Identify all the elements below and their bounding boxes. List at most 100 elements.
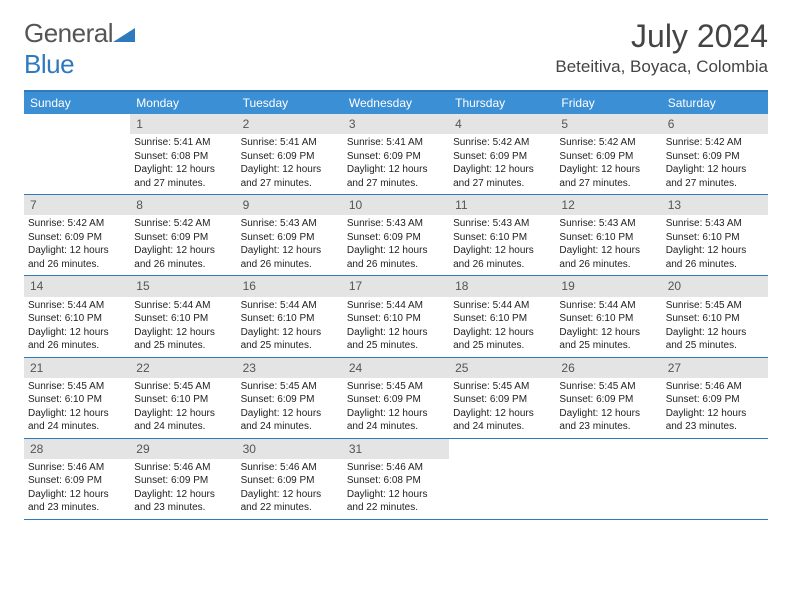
day-cell: 11Sunrise: 5:43 AMSunset: 6:10 PMDayligh… (449, 195, 555, 275)
day-cell: 6Sunrise: 5:42 AMSunset: 6:09 PMDaylight… (662, 114, 768, 194)
sunrise-text: Sunrise: 5:46 AM (28, 461, 126, 475)
day-number: 26 (555, 358, 661, 378)
day-cell: 24Sunrise: 5:45 AMSunset: 6:09 PMDayligh… (343, 358, 449, 438)
day-number: 29 (130, 439, 236, 459)
sunrise-text: Sunrise: 5:46 AM (134, 461, 232, 475)
day-cell: 15Sunrise: 5:44 AMSunset: 6:10 PMDayligh… (130, 276, 236, 356)
sunset-text: Sunset: 6:10 PM (666, 312, 764, 326)
day-body: Sunrise: 5:42 AMSunset: 6:09 PMDaylight:… (130, 215, 236, 275)
daylight-text: Daylight: 12 hours and 27 minutes. (666, 163, 764, 190)
day-number: 19 (555, 276, 661, 296)
daylight-text: Daylight: 12 hours and 23 minutes. (559, 407, 657, 434)
logo-triangle-icon (113, 26, 135, 42)
sunrise-text: Sunrise: 5:43 AM (453, 217, 551, 231)
day-body: Sunrise: 5:41 AMSunset: 6:08 PMDaylight:… (130, 134, 236, 194)
day-cell: 14Sunrise: 5:44 AMSunset: 6:10 PMDayligh… (24, 276, 130, 356)
daylight-text: Daylight: 12 hours and 26 minutes. (241, 244, 339, 271)
sunset-text: Sunset: 6:09 PM (347, 150, 445, 164)
sunset-text: Sunset: 6:10 PM (559, 312, 657, 326)
daylight-text: Daylight: 12 hours and 26 minutes. (28, 244, 126, 271)
day-number: 4 (449, 114, 555, 134)
sunset-text: Sunset: 6:09 PM (666, 393, 764, 407)
sunrise-text: Sunrise: 5:43 AM (241, 217, 339, 231)
day-number: 23 (237, 358, 343, 378)
day-number: 22 (130, 358, 236, 378)
daylight-text: Daylight: 12 hours and 24 minutes. (241, 407, 339, 434)
daylight-text: Daylight: 12 hours and 22 minutes. (347, 488, 445, 515)
day-cell: 19Sunrise: 5:44 AMSunset: 6:10 PMDayligh… (555, 276, 661, 356)
day-number: 7 (24, 195, 130, 215)
day-cell: 2Sunrise: 5:41 AMSunset: 6:09 PMDaylight… (237, 114, 343, 194)
sunset-text: Sunset: 6:09 PM (28, 474, 126, 488)
sunrise-text: Sunrise: 5:43 AM (666, 217, 764, 231)
day-number: 5 (555, 114, 661, 134)
daylight-text: Daylight: 12 hours and 24 minutes. (347, 407, 445, 434)
sunrise-text: Sunrise: 5:46 AM (241, 461, 339, 475)
weekday-cell: Saturday (662, 92, 768, 114)
daylight-text: Daylight: 12 hours and 25 minutes. (347, 326, 445, 353)
sunrise-text: Sunrise: 5:45 AM (241, 380, 339, 394)
daylight-text: Daylight: 12 hours and 26 minutes. (559, 244, 657, 271)
sunrise-text: Sunrise: 5:41 AM (347, 136, 445, 150)
day-number: 2 (237, 114, 343, 134)
daylight-text: Daylight: 12 hours and 23 minutes. (134, 488, 232, 515)
day-body: Sunrise: 5:43 AMSunset: 6:10 PMDaylight:… (555, 215, 661, 275)
sunset-text: Sunset: 6:10 PM (559, 231, 657, 245)
daylight-text: Daylight: 12 hours and 26 minutes. (134, 244, 232, 271)
sunrise-text: Sunrise: 5:45 AM (134, 380, 232, 394)
day-body: Sunrise: 5:44 AMSunset: 6:10 PMDaylight:… (555, 297, 661, 357)
sunrise-text: Sunrise: 5:45 AM (347, 380, 445, 394)
day-number: 6 (662, 114, 768, 134)
sunset-text: Sunset: 6:10 PM (666, 231, 764, 245)
day-cell: 27Sunrise: 5:46 AMSunset: 6:09 PMDayligh… (662, 358, 768, 438)
day-cell: 7Sunrise: 5:42 AMSunset: 6:09 PMDaylight… (24, 195, 130, 275)
day-number: 15 (130, 276, 236, 296)
day-cell: 5Sunrise: 5:42 AMSunset: 6:09 PMDaylight… (555, 114, 661, 194)
day-cell: 13Sunrise: 5:43 AMSunset: 6:10 PMDayligh… (662, 195, 768, 275)
sunset-text: Sunset: 6:09 PM (241, 231, 339, 245)
day-cell: 16Sunrise: 5:44 AMSunset: 6:10 PMDayligh… (237, 276, 343, 356)
sunset-text: Sunset: 6:10 PM (134, 393, 232, 407)
sunrise-text: Sunrise: 5:44 AM (134, 299, 232, 313)
sunset-text: Sunset: 6:09 PM (453, 150, 551, 164)
day-number: 18 (449, 276, 555, 296)
sunset-text: Sunset: 6:08 PM (134, 150, 232, 164)
day-cell: 9 Sunrise: 5:43 AMSunset: 6:09 PMDaylight… (237, 195, 343, 275)
day-number: 16 (237, 276, 343, 296)
sunrise-text: Sunrise: 5:46 AM (666, 380, 764, 394)
sunset-text: Sunset: 6:09 PM (134, 474, 232, 488)
day-number: 20 (662, 276, 768, 296)
day-cell: 22Sunrise: 5:45 AMSunset: 6:10 PMDayligh… (130, 358, 236, 438)
day-number: 1 (130, 114, 236, 134)
sunrise-text: Sunrise: 5:45 AM (28, 380, 126, 394)
daylight-text: Daylight: 12 hours and 22 minutes. (241, 488, 339, 515)
day-cell: 25Sunrise: 5:45 AMSunset: 6:09 PMDayligh… (449, 358, 555, 438)
logo-text-blue: Blue (24, 49, 74, 79)
sunset-text: Sunset: 6:10 PM (28, 393, 126, 407)
day-body: Sunrise: 5:45 AMSunset: 6:09 PMDaylight:… (449, 378, 555, 438)
daylight-text: Daylight: 12 hours and 23 minutes. (666, 407, 764, 434)
sunset-text: Sunset: 6:09 PM (666, 150, 764, 164)
week-row: 28Sunrise: 5:46 AMSunset: 6:09 PMDayligh… (24, 439, 768, 520)
day-cell: 3Sunrise: 5:41 AMSunset: 6:09 PMDaylight… (343, 114, 449, 194)
day-body: Sunrise: 5:44 AMSunset: 6:10 PMDaylight:… (343, 297, 449, 357)
sunset-text: Sunset: 6:10 PM (28, 312, 126, 326)
logo-text: GeneralBlue (24, 18, 135, 80)
day-body: Sunrise: 5:44 AMSunset: 6:10 PMDaylight:… (237, 297, 343, 357)
day-body: Sunrise: 5:45 AMSunset: 6:10 PMDaylight:… (130, 378, 236, 438)
day-body: Sunrise: 5:45 AMSunset: 6:10 PMDaylight:… (24, 378, 130, 438)
day-number: 28 (24, 439, 130, 459)
sunrise-text: Sunrise: 5:42 AM (28, 217, 126, 231)
daylight-text: Daylight: 12 hours and 26 minutes. (453, 244, 551, 271)
sunset-text: Sunset: 6:09 PM (241, 393, 339, 407)
day-body: Sunrise: 5:41 AMSunset: 6:09 PMDaylight:… (237, 134, 343, 194)
weekday-header-row: SundayMondayTuesdayWednesdayThursdayFrid… (24, 92, 768, 114)
day-body: Sunrise: 5:45 AMSunset: 6:10 PMDaylight:… (662, 297, 768, 357)
sunset-text: Sunset: 6:10 PM (134, 312, 232, 326)
day-cell: 29 Sunrise: 5:46 AMSunset: 6:09 PMDayligh… (130, 439, 236, 519)
day-number: 9 (237, 195, 343, 215)
day-body: Sunrise: 5:46 AMSunset: 6:09 PMDaylight:… (237, 459, 343, 519)
day-cell: 20Sunrise: 5:45 AMSunset: 6:10 PMDayligh… (662, 276, 768, 356)
logo: GeneralBlue (24, 18, 135, 80)
sunrise-text: Sunrise: 5:42 AM (559, 136, 657, 150)
